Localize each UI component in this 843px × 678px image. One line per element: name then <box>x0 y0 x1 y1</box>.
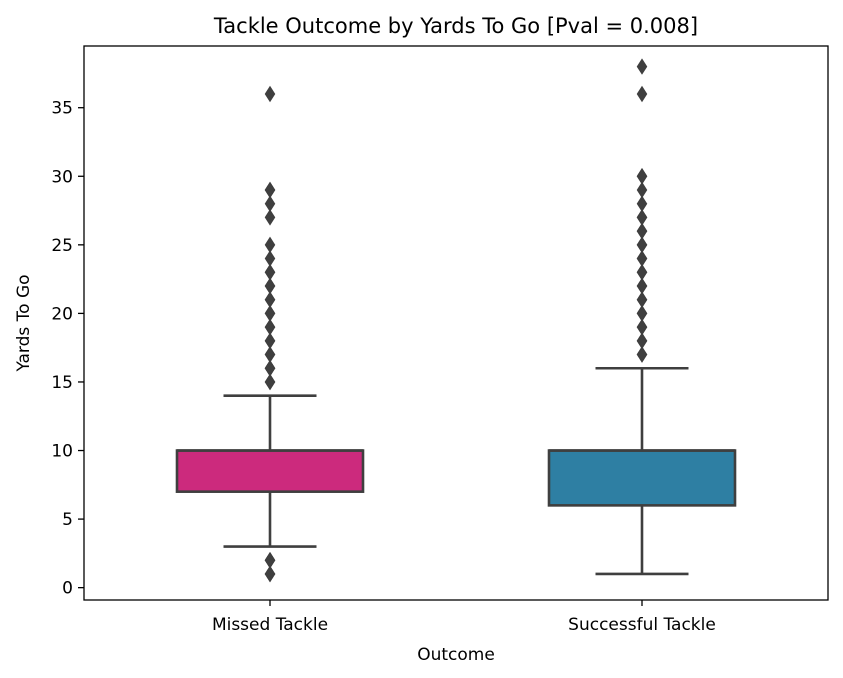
outlier-point <box>264 85 276 103</box>
y-axis-label: Yards To Go <box>14 274 34 372</box>
box-iqr <box>175 449 365 493</box>
outlier-point <box>636 277 648 295</box>
box-group-2 <box>547 58 737 576</box>
outlier-point <box>264 346 276 363</box>
outlier-point <box>636 58 648 75</box>
outlier-point <box>264 373 276 391</box>
y-tick-label: 0 <box>62 579 73 599</box>
x-tick-label: Successful Tackle <box>568 615 716 635</box>
outlier-point <box>636 250 648 267</box>
outlier-point <box>636 209 648 226</box>
outlier-point <box>264 305 276 322</box>
outlier-point <box>636 195 648 212</box>
x-tick-label: Missed Tackle <box>212 615 328 635</box>
outlier-point <box>264 277 276 295</box>
outlier-point <box>264 250 276 267</box>
outlier-point <box>636 181 648 199</box>
outlier-point <box>264 264 276 281</box>
outlier-point <box>636 346 648 363</box>
outlier-point <box>264 318 276 336</box>
y-tick-label: 25 <box>51 236 73 256</box>
outlier-point <box>264 291 276 308</box>
outlier-point <box>636 222 648 240</box>
outlier-point <box>636 236 648 254</box>
outlier-point <box>636 85 648 103</box>
outlier-point <box>636 332 648 350</box>
plot-area <box>175 58 737 583</box>
outlier-point <box>636 168 648 185</box>
outlier-point <box>636 264 648 281</box>
outlier-point <box>264 181 276 199</box>
outlier-point <box>264 195 276 212</box>
y-tick-label: 30 <box>51 167 73 187</box>
outlier-point <box>636 305 648 322</box>
outlier-point <box>264 551 276 569</box>
x-axis-label: Outcome <box>417 645 495 665</box>
y-tick-label: 35 <box>51 99 73 119</box>
outlier-point <box>264 236 276 254</box>
chart-title: Tackle Outcome by Yards To Go [Pval = 0.… <box>213 14 698 38</box>
y-tick-label: 15 <box>51 373 73 393</box>
y-tick-label: 10 <box>51 442 73 462</box>
y-tick-label: 20 <box>51 304 73 324</box>
plot-frame <box>83 45 829 601</box>
outlier-point <box>264 209 276 226</box>
outlier-point <box>264 360 276 377</box>
box-iqr <box>547 449 737 507</box>
outlier-point <box>636 291 648 308</box>
outlier-point <box>636 318 648 336</box>
y-tick-label: 5 <box>62 510 73 530</box>
outlier-point <box>264 565 276 583</box>
axes: 0 5 10 15 20 25 30 35 Missed Tackle Successful Ta… <box>51 45 829 635</box>
box-group-1 <box>175 85 365 583</box>
outlier-point <box>264 332 276 350</box>
